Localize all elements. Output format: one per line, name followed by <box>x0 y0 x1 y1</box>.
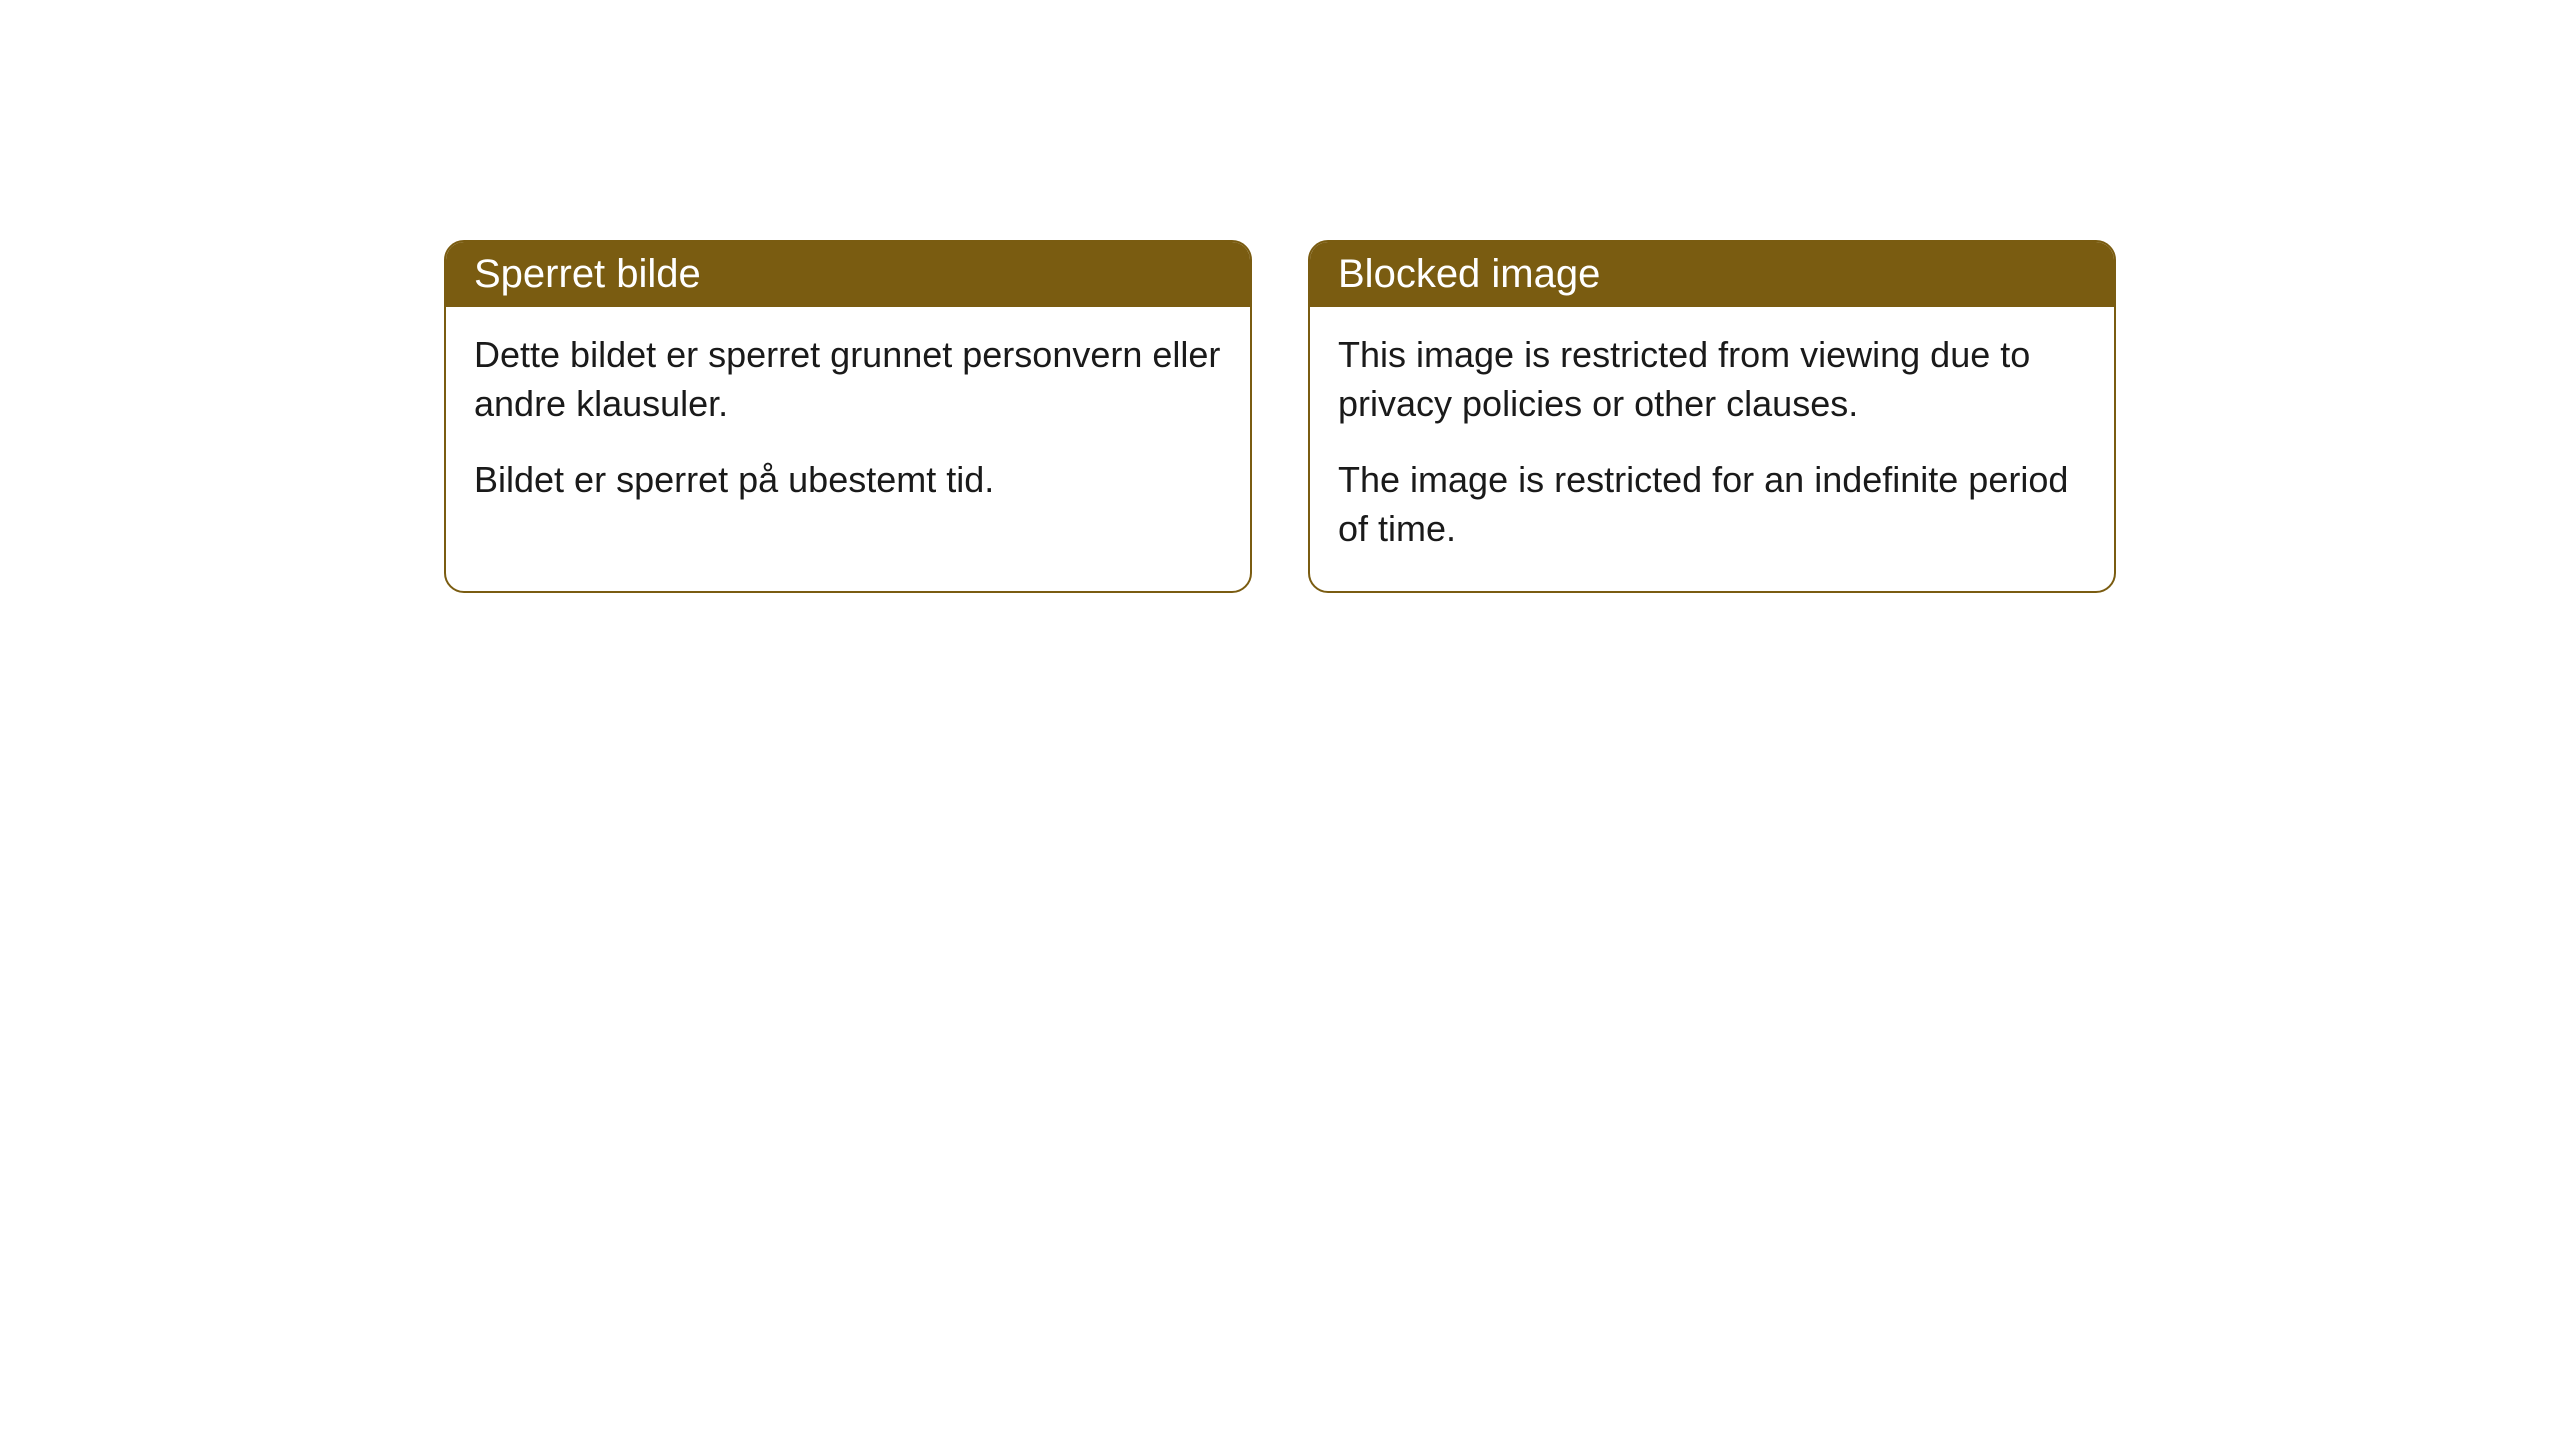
card-header: Blocked image <box>1310 242 2114 307</box>
card-paragraph: Bildet er sperret på ubestemt tid. <box>474 456 1222 505</box>
card-header: Sperret bilde <box>446 242 1250 307</box>
card-body: This image is restricted from viewing du… <box>1310 307 2114 591</box>
card-paragraph: The image is restricted for an indefinit… <box>1338 456 2086 553</box>
card-body: Dette bildet er sperret grunnet personve… <box>446 307 1250 543</box>
notice-card-norwegian: Sperret bilde Dette bildet er sperret gr… <box>444 240 1252 593</box>
notice-card-container: Sperret bilde Dette bildet er sperret gr… <box>0 240 2560 593</box>
notice-card-english: Blocked image This image is restricted f… <box>1308 240 2116 593</box>
card-title: Sperret bilde <box>474 252 701 296</box>
card-title: Blocked image <box>1338 252 1600 296</box>
card-paragraph: Dette bildet er sperret grunnet personve… <box>474 331 1222 428</box>
card-paragraph: This image is restricted from viewing du… <box>1338 331 2086 428</box>
